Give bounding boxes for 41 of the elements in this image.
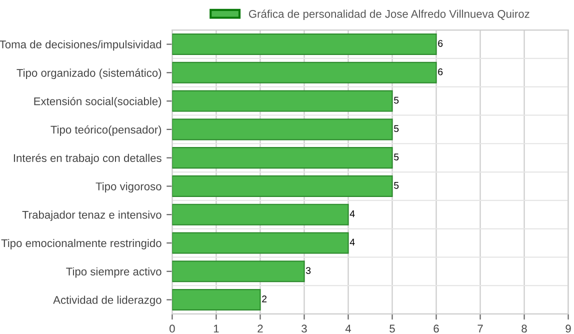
bar <box>172 288 261 311</box>
data-label: 4 <box>350 210 355 218</box>
x-tick-label: 8 <box>522 324 527 333</box>
bar <box>172 62 437 84</box>
data-label: 4 <box>350 238 355 246</box>
bar <box>172 90 393 112</box>
data-label: 5 <box>394 125 399 132</box>
y-tick-label: Tipo organizado (sistemático) <box>16 68 162 80</box>
y-tick-label: Interés en trabajo con detalles <box>14 154 162 164</box>
legend-label: Gráfica de personalidad de Jose Alfredo Villnueva Quiroz <box>248 10 530 20</box>
x-tick-label: 9 <box>566 324 571 333</box>
data-label: 6 <box>438 40 443 47</box>
y-tick-label: Extensión social(sociable) <box>34 96 162 108</box>
data-label: 5 <box>394 96 399 104</box>
y-tick-label: Tipo emocionalmente restringido <box>1 238 162 250</box>
bar <box>172 232 349 254</box>
x-tick-label: 7 <box>478 324 483 332</box>
x-tick-label: 4 <box>345 324 351 332</box>
y-tick-label: Tipo vigoroso <box>96 182 162 193</box>
bar <box>172 33 437 56</box>
y-tick-label: Trabajador tenaz e intensivo <box>22 210 162 221</box>
bar <box>172 118 393 140</box>
bar <box>172 147 393 169</box>
data-label: 6 <box>438 68 443 76</box>
x-tick-label: 3 <box>302 324 307 333</box>
y-tick-label: Tipo siempre activo <box>66 267 162 278</box>
y-tick-label: Actividad de liderazgo <box>53 296 162 306</box>
data-label: 2 <box>262 295 267 302</box>
data-label: 5 <box>394 154 399 160</box>
x-tick-label: 0 <box>170 324 175 333</box>
y-tick-label: Tipo teórico(pensador) <box>50 125 162 136</box>
bar <box>172 260 305 282</box>
x-tick-label: 5 <box>390 324 395 333</box>
data-label: 3 <box>306 267 311 274</box>
x-tick-label: 2 <box>258 324 263 332</box>
x-tick-label: 6 <box>434 324 439 333</box>
y-tick-label: Toma de decisiones/impulsividad <box>0 40 162 51</box>
bar <box>172 204 349 226</box>
bar <box>172 175 393 197</box>
x-tick-label: 1 <box>214 324 219 332</box>
data-label: 5 <box>394 182 399 189</box>
